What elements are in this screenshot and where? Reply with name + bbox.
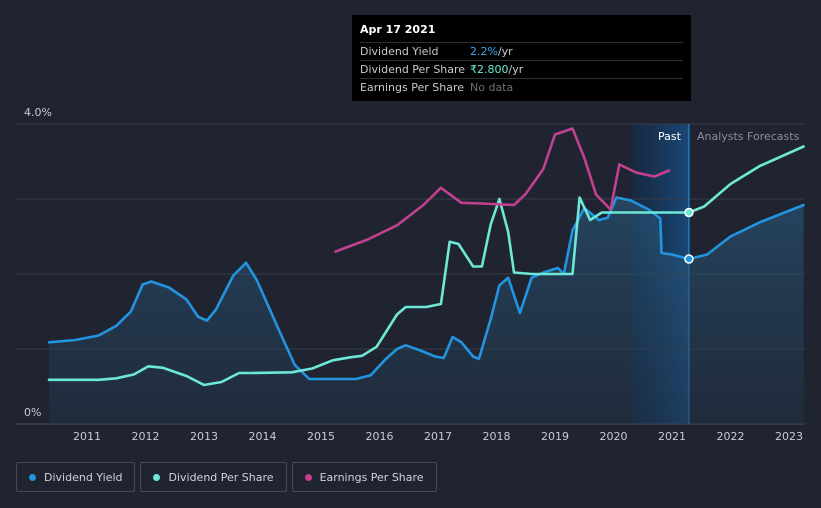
legend-item-dividend-yield[interactable]: Dividend Yield [16,462,136,492]
legend-dot-icon [153,473,161,481]
tooltip-suffix: /yr [508,63,524,76]
tooltip-row-dividend-per-share: Dividend Per Share ₹2.800 /yr [360,60,683,78]
past-label: Past [658,130,682,143]
tooltip-value: No data [470,81,514,94]
legend-label: Dividend Yield [44,470,123,484]
x-tick-label: 2023 [775,430,803,443]
dividend-per-share-line [47,145,805,387]
legend-label: Dividend Per Share [168,470,274,484]
x-tick-label: 2017 [424,430,452,443]
tooltip-value: ₹2.800 [470,63,509,76]
x-tick-label: 2015 [307,430,335,443]
x-tick-label: 2021 [658,430,686,443]
legend-dot-icon [29,473,36,481]
x-tick-label: 2014 [249,430,277,443]
legend-item-dividend-per-share[interactable]: Dividend Per Share [140,462,287,492]
y-tick-label: 0% [24,406,41,419]
legend-item-earnings-per-share[interactable]: Earnings Per Share [291,462,437,492]
tooltip-value: 2.2% [470,45,498,58]
x-tick-label: 2018 [483,430,511,443]
x-tick-label: 2012 [132,430,160,443]
legend-label: Earnings Per Share [319,470,424,484]
legend-dot-icon [304,473,312,481]
x-tick-label: 2019 [541,430,569,443]
x-tick-label: 2022 [717,430,745,443]
tooltip-label: Dividend Per Share [360,63,466,76]
x-tick-label: 2013 [190,430,218,443]
earnings-per-share-line [334,127,671,253]
tooltip-date: Apr 17 2021 [360,23,436,36]
x-tick-label: 2011 [73,430,101,443]
tooltip-suffix: /yr [497,45,513,58]
tooltip-label: Dividend Yield [360,45,439,58]
series-marker [684,254,694,264]
dividend-yield-area [48,197,804,424]
dividend-yield-line [47,196,805,381]
series-marker [684,207,694,218]
x-tick-label: 2016 [366,430,394,443]
forecast-label: Analysts Forecasts [697,130,800,143]
tooltip: Apr 17 2021 Dividend Yield 2.2% /yr Divi… [352,15,691,101]
legend: Dividend Yield Dividend Per Share Earnin… [16,462,437,492]
y-tick-label: 4.0% [24,106,52,119]
tooltip-label: Earnings Per Share [360,81,465,94]
tooltip-row-earnings-per-share: Earnings Per Share No data [360,78,683,96]
x-tick-label: 2020 [600,430,628,443]
tooltip-row-dividend-yield: Dividend Yield 2.2% /yr [360,42,683,60]
